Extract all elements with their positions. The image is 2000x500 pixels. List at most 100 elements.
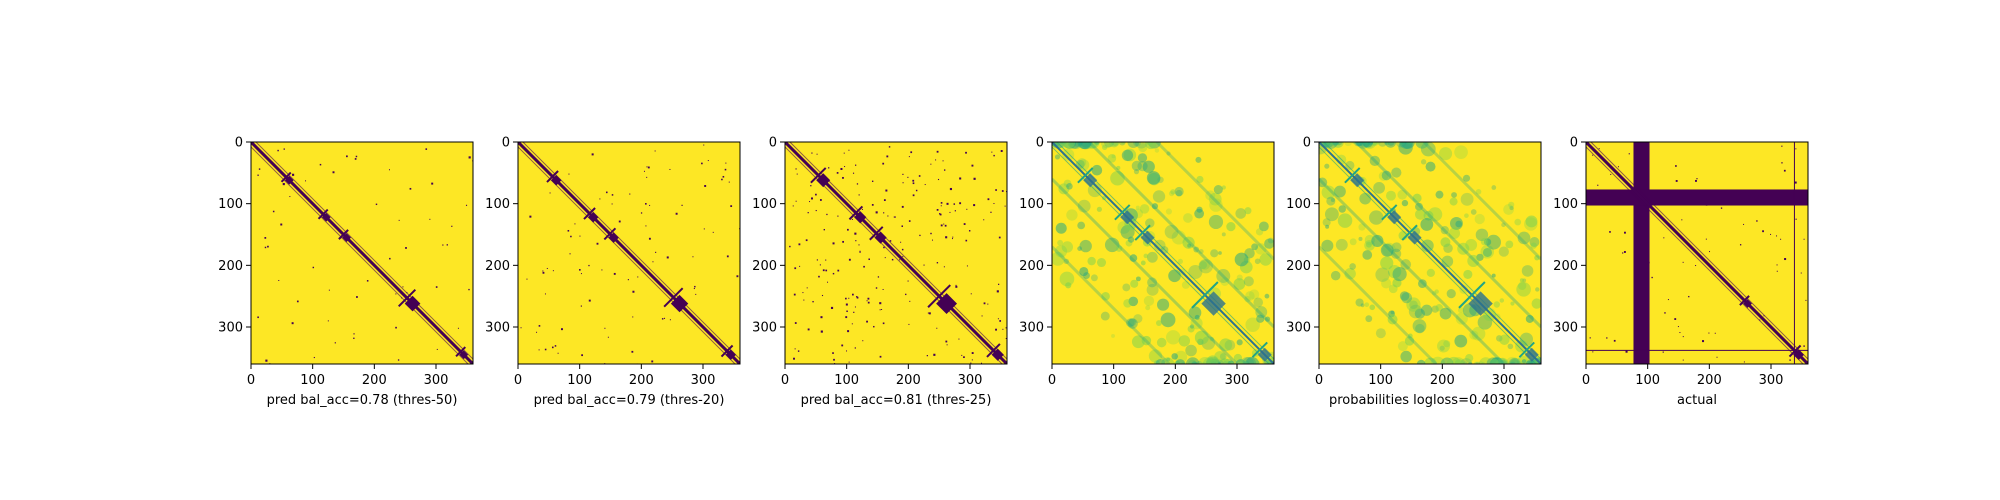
contact-point [884,257,886,259]
contact-point [1681,219,1683,221]
probability-cell [1096,206,1103,212]
contact-point [815,209,817,212]
contact-point [1688,295,1690,298]
contact-point [968,230,971,232]
contact-point [366,280,369,282]
probability-cell [1459,285,1469,294]
probability-cell [1235,208,1247,219]
contact-point [855,240,857,242]
contact-point [581,354,584,357]
contact-point [637,276,639,278]
contact-point [1598,148,1600,150]
contact-point [936,262,939,264]
contact-point [580,305,582,307]
probability-cell [1220,277,1230,286]
contact-point [1613,339,1616,342]
contact-point [810,197,813,200]
contact-point [1001,190,1004,192]
contact-point [905,293,907,296]
heatmap-area [785,142,1007,364]
probability-cell [1430,356,1446,364]
contact-point [798,243,801,246]
probability-cell [1407,142,1412,145]
contact-point [569,253,571,255]
probability-cell [1206,355,1219,364]
contact-point [943,169,946,171]
contact-point [451,225,453,227]
probability-cell [1080,142,1092,148]
probability-cell [1486,234,1501,250]
contact-point [725,162,727,164]
x-axis-label: pred bal_acc=0.79 (thres-20) [534,393,725,408]
contact-point [983,302,986,305]
contact-point [902,256,904,258]
probability-cell [1171,230,1186,245]
contact-point [816,153,818,155]
contact-point [552,270,554,272]
contact-point [944,224,947,227]
probability-cell [1111,333,1115,338]
contact-point [866,320,868,323]
probability-cell [1111,154,1116,159]
probability-cell [1482,247,1492,257]
antiparallel-contacts [338,229,349,240]
probability-cell [1157,298,1170,311]
probability-cell [1233,278,1246,290]
contact-point [961,354,963,356]
probability-cell [1373,181,1386,194]
probability-cell [1510,361,1516,364]
probability-cell [1059,271,1075,287]
probability-cell [1514,218,1522,226]
y-tick-label: 300 [485,321,510,336]
contact-point [353,333,355,335]
antiparallel-contacts [317,208,329,220]
probability-cell [1474,213,1485,225]
contact-point [871,180,874,182]
probability-cell [1254,258,1261,265]
probability-cell [1448,227,1461,239]
contact-point [893,216,895,218]
contact-point [1705,238,1707,240]
probability-cell [1440,357,1454,364]
probability-cell [1365,315,1373,323]
contact-point [395,326,397,329]
probability-cell [1479,357,1493,364]
probability-cell [1321,185,1336,200]
probability-cell [1473,361,1479,364]
contact-point [942,160,944,162]
contact-point [955,284,957,286]
probability-cell [1175,359,1186,364]
y-tick-label: 200 [1286,259,1311,274]
probability-cell [1384,142,1397,148]
contact-point [588,299,591,302]
antiparallel-contacts [455,346,466,357]
contact-point [694,285,696,288]
contact-point [908,323,910,325]
probability-cell [1077,157,1087,167]
contact-point [823,228,825,231]
probability-cell [1175,189,1183,197]
probability-cell [1493,301,1501,308]
probability-cell [1529,237,1540,247]
contact-point [907,280,909,282]
off-diagonal-band [1319,245,1438,364]
probability-cell [1400,350,1412,363]
x-tick-label: 100 [834,373,859,388]
contact-point [799,265,801,267]
contact-point [613,272,616,275]
probability-cell [1525,215,1538,228]
y-tick-label: 300 [1553,321,1578,336]
probability-cell [1245,291,1255,301]
contact-cluster [670,294,689,313]
probability-cell [1154,148,1160,153]
contact-point [965,151,967,154]
contact-point [1002,328,1004,330]
contact-point [875,211,878,214]
probability-cell [1133,314,1143,324]
probability-cell [1191,361,1197,364]
contact-point [1800,272,1802,274]
contact-point [836,172,839,174]
probability-cell [1495,357,1508,364]
probability-cell [1083,272,1090,279]
contact-point [1743,223,1745,225]
